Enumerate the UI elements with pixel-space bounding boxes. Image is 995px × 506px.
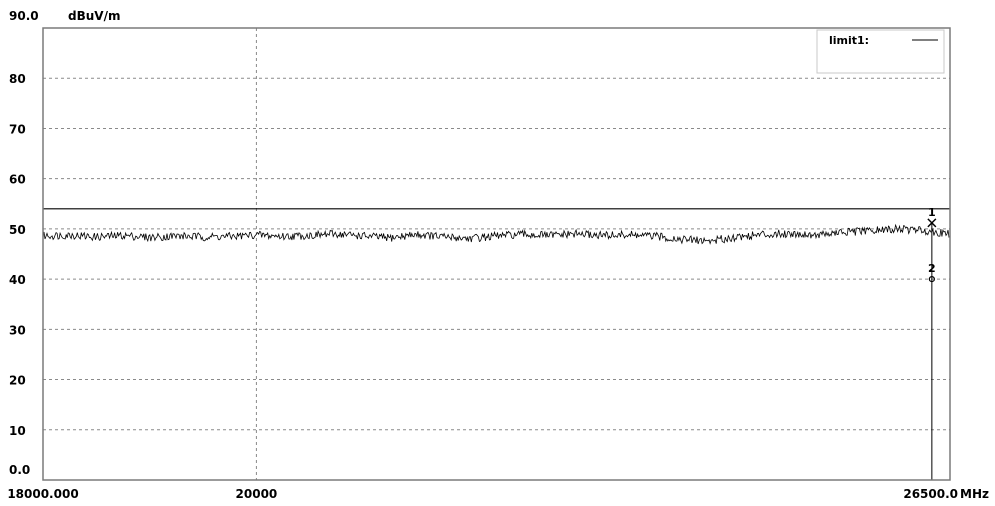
legend-label: limit1: <box>829 34 869 47</box>
y-tick-label: 80 <box>9 72 26 86</box>
y-unit-label: dBuV/m <box>68 9 120 23</box>
marker-label: 2 <box>928 262 936 275</box>
y-tick-label: 50 <box>9 223 26 237</box>
series-layer <box>42 208 951 245</box>
y-tick-labels: 0.0 10 20 30 40 50 60 70 80 90.0 <box>9 9 39 477</box>
marker-label: 1 <box>928 206 936 219</box>
x-unit-label: MHz <box>960 487 989 501</box>
legend-box <box>816 29 945 74</box>
x-tick-label: 18000.000 <box>7 487 78 501</box>
y-tick-label: 90.0 <box>9 9 39 23</box>
y-tick-label: 70 <box>9 122 26 136</box>
y-tick-label: 40 <box>9 273 26 287</box>
x-tick-label: 26500.0 <box>903 487 958 501</box>
x-tick-label: 20000 <box>236 487 278 501</box>
marker-1-x <box>927 218 937 228</box>
x-tick-labels: 18000.000 20000 26500.0 <box>7 487 958 501</box>
y-tick-label: 0.0 <box>9 463 30 477</box>
marker-layer: 12 <box>927 206 937 480</box>
plot-frame <box>42 27 951 481</box>
marker-2-circle <box>928 276 935 283</box>
legend: limit1: <box>816 29 945 74</box>
unit-labels: dBuV/m MHz <box>68 9 989 501</box>
y-tick-label: 60 <box>9 173 26 187</box>
y-tick-label: 20 <box>9 374 26 388</box>
y-tick-label: 30 <box>9 323 26 337</box>
measurement-trace <box>42 223 951 245</box>
y-tick-label: 10 <box>9 424 26 438</box>
grid-layer <box>43 28 950 480</box>
